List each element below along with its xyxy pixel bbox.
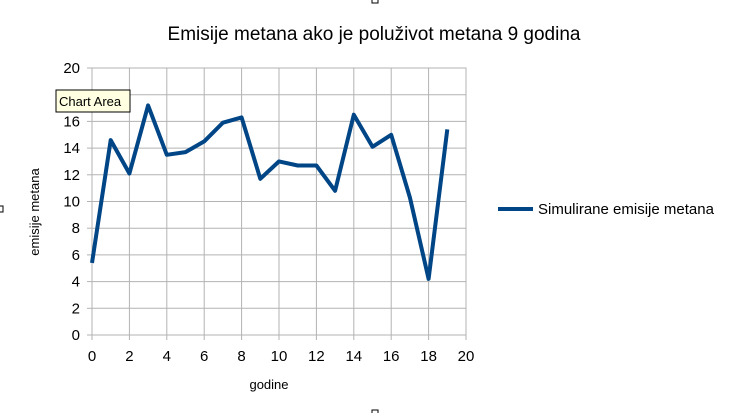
data-point[interactable]	[277, 159, 281, 163]
data-point[interactable]	[109, 138, 113, 142]
x-tick-label: 0	[88, 348, 96, 365]
x-tick-label: 4	[163, 348, 171, 365]
data-point[interactable]	[371, 145, 375, 149]
data-point[interactable]	[258, 177, 262, 181]
data-point[interactable]	[427, 277, 431, 281]
data-point[interactable]	[389, 133, 393, 137]
selection-handle-bottom[interactable]	[371, 409, 379, 413]
y-tick-label: 14	[63, 140, 80, 157]
x-tick-label: 20	[458, 348, 475, 365]
x-tick-label: 18	[420, 348, 437, 365]
data-point[interactable]	[240, 115, 244, 119]
y-tick-label: 10	[63, 194, 80, 211]
data-point[interactable]	[165, 153, 169, 157]
data-point[interactable]	[314, 163, 318, 167]
x-tick-label: 12	[308, 348, 325, 365]
data-point[interactable]	[90, 261, 94, 265]
data-point[interactable]	[221, 121, 225, 125]
x-tick-label: 2	[125, 348, 133, 365]
y-tick-label: 0	[72, 327, 80, 344]
y-tick-label: 16	[63, 113, 80, 130]
y-tick-label: 12	[63, 167, 80, 184]
data-point[interactable]	[184, 150, 188, 154]
selection-handle-left[interactable]	[0, 205, 4, 213]
data-point[interactable]	[445, 127, 449, 131]
series-line[interactable]	[90, 103, 450, 281]
x-tick-label: 16	[383, 348, 400, 365]
selection-handle-top[interactable]	[371, 0, 379, 4]
data-point[interactable]	[296, 163, 300, 167]
y-tick-label: 6	[72, 247, 80, 264]
y-tick-label: 8	[72, 220, 80, 237]
x-axis: 0 2 4 6 8 10 12 14 16 18 20	[88, 335, 475, 365]
tooltip: Chart Area	[55, 89, 131, 113]
chart-title: Emisije metana ako je poluživot metana 9…	[168, 24, 581, 45]
data-point[interactable]	[127, 171, 131, 175]
legend: Simulirane emisije metana	[498, 201, 715, 218]
y-axis-label: emisije metana	[27, 168, 42, 256]
x-tick-label: 14	[345, 348, 362, 365]
x-axis-label: godine	[249, 377, 288, 392]
data-point[interactable]	[146, 103, 150, 107]
y-tick-label: 4	[72, 274, 80, 291]
y-tick-label: 2	[72, 300, 80, 317]
y-tick-label: 20	[63, 60, 80, 77]
legend-label: Simulirane emisije metana	[538, 201, 715, 218]
tooltip-box	[55, 89, 131, 113]
tooltip-text: Chart Area	[59, 94, 122, 109]
x-tick-label: 6	[200, 348, 208, 365]
data-point[interactable]	[352, 113, 356, 117]
x-tick-label: 10	[271, 348, 288, 365]
data-point[interactable]	[202, 139, 206, 143]
data-point[interactable]	[408, 195, 412, 199]
x-tick-label: 8	[237, 348, 245, 365]
series-layer	[90, 103, 450, 281]
data-point[interactable]	[333, 189, 337, 193]
